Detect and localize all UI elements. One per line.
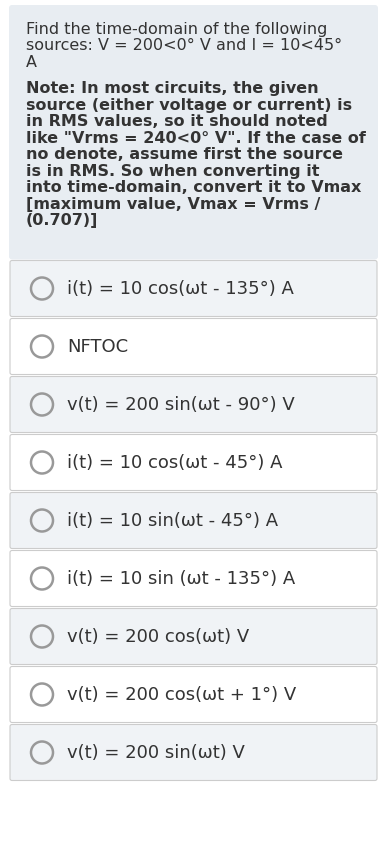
Text: v(t) = 200 cos(ωt) V: v(t) = 200 cos(ωt) V: [67, 628, 249, 646]
Text: Find the time-domain of the following: Find the time-domain of the following: [26, 22, 327, 37]
FancyBboxPatch shape: [10, 377, 377, 433]
FancyBboxPatch shape: [10, 666, 377, 722]
Text: source (either voltage or current) is: source (either voltage or current) is: [26, 98, 352, 113]
Text: (0.707)]: (0.707)]: [26, 213, 98, 229]
Text: into time-domain, convert it to Vmax: into time-domain, convert it to Vmax: [26, 181, 361, 195]
Text: i(t) = 10 sin (ωt - 135°) A: i(t) = 10 sin (ωt - 135°) A: [67, 569, 295, 587]
Text: sources: V = 200<0° V and I = 10<45°: sources: V = 200<0° V and I = 10<45°: [26, 39, 342, 53]
Text: i(t) = 10 cos(ωt - 135°) A: i(t) = 10 cos(ωt - 135°) A: [67, 280, 294, 298]
Text: is in RMS. So when converting it: is in RMS. So when converting it: [26, 164, 320, 179]
FancyBboxPatch shape: [10, 724, 377, 781]
Text: i(t) = 10 cos(ωt - 45°) A: i(t) = 10 cos(ωt - 45°) A: [67, 453, 283, 471]
Text: A: A: [26, 55, 37, 70]
Text: NFTOC: NFTOC: [67, 337, 128, 355]
Text: v(t) = 200 sin(ωt) V: v(t) = 200 sin(ωt) V: [67, 744, 245, 761]
FancyBboxPatch shape: [10, 609, 377, 665]
FancyBboxPatch shape: [10, 434, 377, 490]
FancyBboxPatch shape: [10, 261, 377, 316]
Text: like "Vrms = 240<0° V". If the case of: like "Vrms = 240<0° V". If the case of: [26, 131, 366, 146]
Text: v(t) = 200 cos(ωt + 1°) V: v(t) = 200 cos(ωt + 1°) V: [67, 685, 296, 703]
Text: Note: In most circuits, the given: Note: In most circuits, the given: [26, 82, 319, 96]
FancyBboxPatch shape: [9, 5, 378, 260]
Text: no denote, assume first the source: no denote, assume first the source: [26, 147, 343, 163]
Text: in RMS values, so it should noted: in RMS values, so it should noted: [26, 114, 328, 129]
FancyBboxPatch shape: [10, 493, 377, 549]
FancyBboxPatch shape: [10, 550, 377, 606]
Text: i(t) = 10 sin(ωt - 45°) A: i(t) = 10 sin(ωt - 45°) A: [67, 512, 278, 530]
FancyBboxPatch shape: [10, 318, 377, 374]
Text: [maximum value, Vmax = Vrms /: [maximum value, Vmax = Vrms /: [26, 197, 320, 212]
Text: v(t) = 200 sin(ωt - 90°) V: v(t) = 200 sin(ωt - 90°) V: [67, 396, 295, 414]
